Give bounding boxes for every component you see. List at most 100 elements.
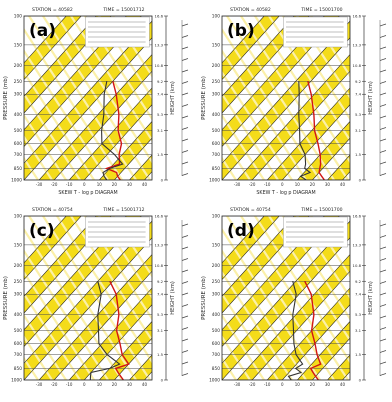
- wind-barb: [181, 304, 189, 307]
- dry-adiabat-line: [222, 313, 265, 380]
- temperature-tick-label: 30: [127, 382, 133, 387]
- height-tick-label: 9.2: [157, 79, 164, 84]
- dry-adiabat-line: [222, 227, 321, 380]
- wind-barb: [181, 292, 189, 296]
- isotherm-line: [24, 216, 67, 264]
- dry-adiabat-line: [222, 249, 307, 380]
- pressure-tick-label: 700: [212, 152, 220, 158]
- wind-barb: [379, 235, 387, 238]
- panel-d: STATION = 40754 TIME = 15001700 (d) 100 150 2…: [200, 202, 390, 402]
- pressure-axis-label: PRESSURE (mb): [201, 276, 207, 320]
- height-tick-label: 7.4: [157, 292, 164, 297]
- height-tick-label: 3.1: [157, 328, 164, 333]
- isotherm-line: [38, 254, 152, 380]
- wind-barb: [379, 46, 387, 50]
- dewpoint-profile-line: [287, 281, 304, 380]
- wind-barb: [181, 161, 189, 165]
- height-tick-label: 0: [161, 178, 164, 183]
- wind-barb: [181, 58, 189, 61]
- time-label: TIME = 15001712: [102, 7, 144, 13]
- isotherm-line: [266, 87, 350, 180]
- temperature-profile-line: [109, 280, 130, 380]
- wind-barb: [379, 69, 387, 73]
- wind-barb: [379, 304, 387, 307]
- pressure-tick-label: 700: [14, 352, 22, 358]
- wind-barb: [379, 150, 387, 153]
- pressure-tick-label: 850: [14, 166, 22, 172]
- plot-area: [222, 216, 350, 380]
- dry-adiabat-line: [27, 216, 137, 380]
- pressure-axis-label: PRESSURE (mb): [3, 76, 9, 120]
- isotherm-line: [24, 16, 82, 81]
- height-tick-label: 9.2: [355, 79, 362, 84]
- wind-barb: [181, 235, 189, 238]
- wind-barb: [181, 92, 189, 96]
- wind-barb: [379, 104, 387, 107]
- wind-barb: [181, 138, 189, 142]
- isotherm-line: [38, 54, 152, 180]
- plot-area: [222, 16, 350, 180]
- dry-adiabat-line: [55, 16, 152, 164]
- wind-barb: [379, 115, 387, 119]
- pressure-tick-label: 300: [212, 292, 220, 298]
- temperature-tick-label: 40: [340, 382, 346, 387]
- skewt-chart-b: STATION = 40582 TIME = 15001700(b)1001502…: [201, 7, 387, 196]
- dry-adiabat-line: [253, 16, 350, 164]
- plot-frame: [221, 215, 351, 381]
- temperature-axis-label: SKEW T - log p DIAGRAM: [58, 190, 117, 196]
- height-tick-label: 0: [359, 378, 362, 383]
- temperature-tick-label: 30: [127, 182, 133, 187]
- dry-adiabat-line: [222, 27, 321, 180]
- isotherm-line: [53, 70, 152, 180]
- pressure-tick-label: 100: [212, 214, 220, 220]
- station-label: STATION = 40754: [230, 207, 271, 213]
- isotherm-line: [222, 37, 350, 180]
- dry-adiabat-line: [222, 135, 251, 180]
- height-tick-label: 7.4: [355, 92, 362, 97]
- temperature-tick-label: 30: [325, 382, 331, 387]
- plot-area: [24, 216, 152, 380]
- dry-adiabat-line: [24, 135, 53, 180]
- pressure-tick-label: 200: [14, 63, 22, 69]
- pressure-tick-label: 1000: [209, 178, 220, 184]
- pressure-tick-label: 150: [212, 42, 220, 48]
- pressure-axis-label: PRESSURE (mb): [3, 276, 9, 320]
- temperature-profile-line: [104, 81, 123, 180]
- wind-barb: [181, 281, 189, 284]
- temperature-profile-line: [304, 280, 322, 380]
- station-label: STATION = 40754: [32, 207, 73, 213]
- dewpoint-profile-line: [298, 81, 312, 180]
- time-label: TIME = 15001700: [300, 207, 342, 213]
- dry-adiabat-line: [41, 216, 151, 380]
- pressure-tick-label: 400: [212, 112, 220, 118]
- wind-barb: [379, 269, 387, 273]
- dry-adiabat-line: [24, 27, 123, 180]
- isotherm-line: [98, 121, 152, 180]
- temperature-tick-label: 20: [310, 382, 316, 387]
- temperature-tick-label: 0: [281, 182, 284, 187]
- isotherm-line: [281, 304, 350, 380]
- pressure-tick-label: 600: [14, 341, 22, 347]
- wind-barb: [181, 223, 189, 227]
- wind-barb: [181, 115, 189, 119]
- wind-barb: [379, 350, 387, 353]
- temperature-tick-label: -20: [51, 382, 58, 387]
- plot-frame: [23, 215, 153, 381]
- panel-a: STATION = 40582 TIME = 15001712 (a) 100 150 2…: [2, 2, 192, 202]
- pressure-tick-label: 300: [14, 292, 22, 298]
- isotherm-line: [311, 337, 350, 380]
- skewt-chart-a: STATION = 40582 TIME = 15001712(a)1001502…: [3, 7, 189, 196]
- panel-label: (d): [227, 221, 255, 241]
- wind-barb: [181, 35, 189, 38]
- temperature-tick-label: -30: [234, 382, 241, 387]
- temperature-tick-label: 40: [142, 382, 148, 387]
- pressure-tick-label: 500: [212, 128, 220, 134]
- panel-label: (c): [29, 221, 55, 241]
- wind-barb: [379, 127, 387, 130]
- height-tick-label: 3.1: [355, 128, 362, 133]
- pressure-tick-label: 600: [14, 141, 22, 147]
- height-tick-label: 3.1: [157, 128, 164, 133]
- wind-barb: [379, 81, 387, 84]
- temperature-tick-label: 20: [310, 182, 316, 187]
- pressure-tick-label: 150: [14, 242, 22, 248]
